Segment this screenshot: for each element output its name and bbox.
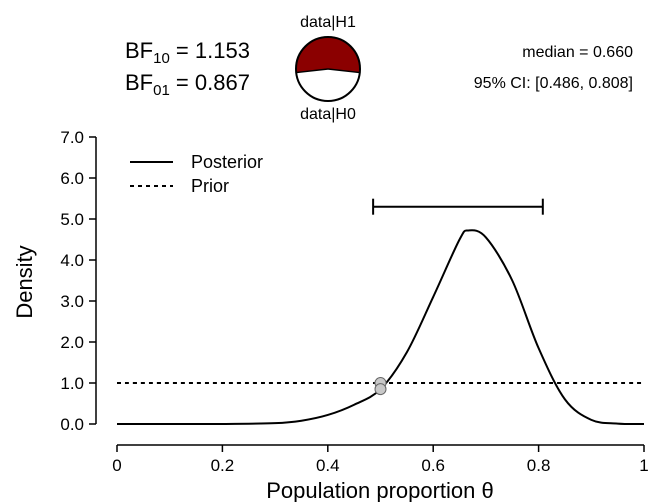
- y-tick-label: 6.0: [60, 169, 84, 188]
- bf01-text: BF: [125, 70, 153, 95]
- x-tick-label: 0.6: [421, 456, 445, 475]
- density-point: [374, 383, 387, 396]
- y-axis-title: Density: [12, 245, 37, 318]
- x-tick-label: 0.4: [316, 456, 340, 475]
- bf10-value: = 1.153: [170, 38, 250, 63]
- points-layer: [374, 377, 387, 396]
- pie-bottom-label: data|H0: [300, 106, 356, 123]
- x-tick-label: 0: [112, 456, 121, 475]
- legend-posterior-label: Posterior: [191, 152, 263, 172]
- y-tick-label: 1.0: [60, 374, 84, 393]
- bf10-label: BF10 = 1.153: [125, 38, 250, 67]
- pie-top-label: data|H1: [300, 14, 356, 31]
- x-tick-label: 0.2: [211, 456, 235, 475]
- pie-outline: [295, 36, 361, 102]
- x-tick-label: 0.8: [527, 456, 551, 475]
- y-tick-label: 0.0: [60, 415, 84, 434]
- posterior-line: [117, 229, 645, 426]
- y-tick-label: 2.0: [60, 333, 84, 352]
- bf10-subscript: 10: [153, 50, 170, 67]
- bf10-text: BF: [125, 38, 153, 63]
- axes: 0 0.2 0.4 0.6 0.8 1 0.0 1.0 2.0 3.0 4.0 5.0 6.0 7.0: [60, 128, 648, 475]
- x-tick-label: 1: [639, 456, 648, 475]
- svg-text:BF10 = 1.153: BF10 = 1.153: [125, 38, 250, 67]
- legend-prior-label: Prior: [191, 176, 229, 196]
- y-tick-label: 5.0: [60, 210, 84, 229]
- bf01-subscript: 01: [153, 82, 170, 99]
- pie-divider: [327, 68, 360, 74]
- bf01-label: BF01 = 0.867: [125, 70, 250, 99]
- pie-h1-slice: [296, 37, 360, 73]
- y-tick-label: 3.0: [60, 292, 84, 311]
- svg-text:BF01 = 0.867: BF01 = 0.867: [125, 70, 250, 99]
- ci-label: 95% CI: [0.486, 0.808]: [474, 75, 633, 92]
- evidence-pie: [295, 36, 361, 102]
- median-label: median = 0.660: [522, 44, 633, 61]
- series-layer: [117, 229, 645, 426]
- credible-interval: [372, 198, 544, 215]
- legend: Posterior Prior: [130, 152, 263, 196]
- pie-divider: [296, 68, 329, 74]
- bf01-value: = 0.867: [170, 70, 250, 95]
- x-axis-title: Population proportion θ: [266, 478, 494, 502]
- y-tick-label: 4.0: [60, 251, 84, 270]
- y-tick-label: 7.0: [60, 128, 84, 147]
